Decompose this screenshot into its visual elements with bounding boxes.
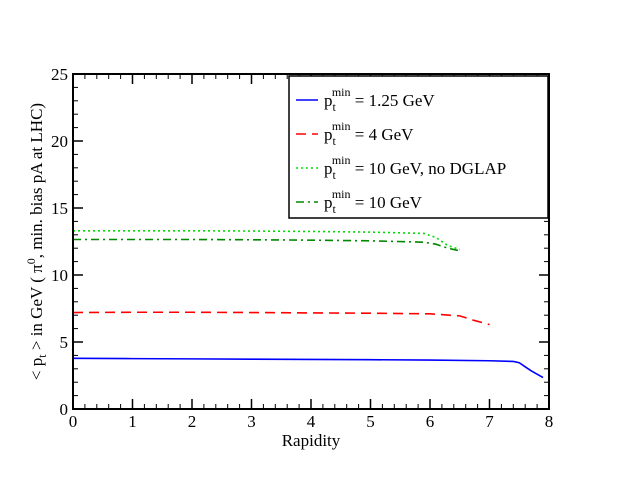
legend-label-4: ptmin = 10 GeV [324,187,423,216]
legend-label-1: ptmin = 1.25 GeV [324,85,435,114]
legend-label-base: p [324,159,333,178]
legend-label-sup: min [332,153,351,167]
y-tick-label: 5 [60,333,69,352]
y-axis-title-mid: > in GeV ( π [27,264,46,355]
y-tick-label: 0 [60,400,69,419]
legend-label-sup: min [332,187,351,201]
series-line-3 [73,229,461,251]
x-tick-label: 5 [366,412,375,431]
legend-label-rest: = 10 GeV, no DGLAP [351,159,507,178]
legend-label-3: ptmin = 10 GeV, no DGLAP [324,153,506,182]
legend-label-base: p [324,91,333,110]
x-tick-label: 7 [485,412,494,431]
legend-box [288,75,549,219]
x-tick-label: 0 [69,412,78,431]
legend-label-rest: = 10 GeV [351,193,423,212]
legend-label-rest: = 4 GeV [351,125,415,144]
y-tick-label: 20 [51,132,68,151]
y-axis-title-prefix: < p [27,358,46,380]
legend-label-sub: t [333,134,337,148]
legend-label-base: p [324,193,333,212]
y-axis-title: < pt > in GeV ( π0, min. bias pA at LHC) [24,103,49,380]
legend-label-sup: min [332,85,351,99]
series-line-1 [72,357,544,379]
x-tick-label: 8 [545,412,554,431]
legend-label-sup: min [332,119,351,133]
y-axis-title-sup: 0 [24,258,38,264]
tick-labels-layer: 0 1 2 3 4 5 6 7 8 0 5 10 15 20 25 [51,65,553,431]
series-line-2 [72,311,490,326]
y-tick-label: 15 [51,199,68,218]
legend-label-sub: t [333,202,337,216]
y-tick-label: 25 [51,65,68,84]
y-axis-title-sub: t [35,354,49,358]
y-axis-title-suffix: , min. bias pA at LHC) [27,103,46,258]
x-tick-label: 1 [128,412,137,431]
series-layer [72,229,544,379]
legend-label-sub: t [333,168,337,182]
x-tick-label: 2 [188,412,197,431]
legend-label-sub: t [333,100,337,114]
series-line-4 [73,238,460,252]
legend-label-rest: = 1.25 GeV [351,91,436,110]
legend-label-2: ptmin = 4 GeV [324,119,414,148]
x-tick-label: 4 [307,412,316,431]
legend-label-base: p [324,125,333,144]
x-tick-label: 3 [247,412,256,431]
y-tick-label: 10 [51,266,68,285]
x-axis-title: Rapidity [282,431,341,450]
x-tick-label: 6 [426,412,435,431]
